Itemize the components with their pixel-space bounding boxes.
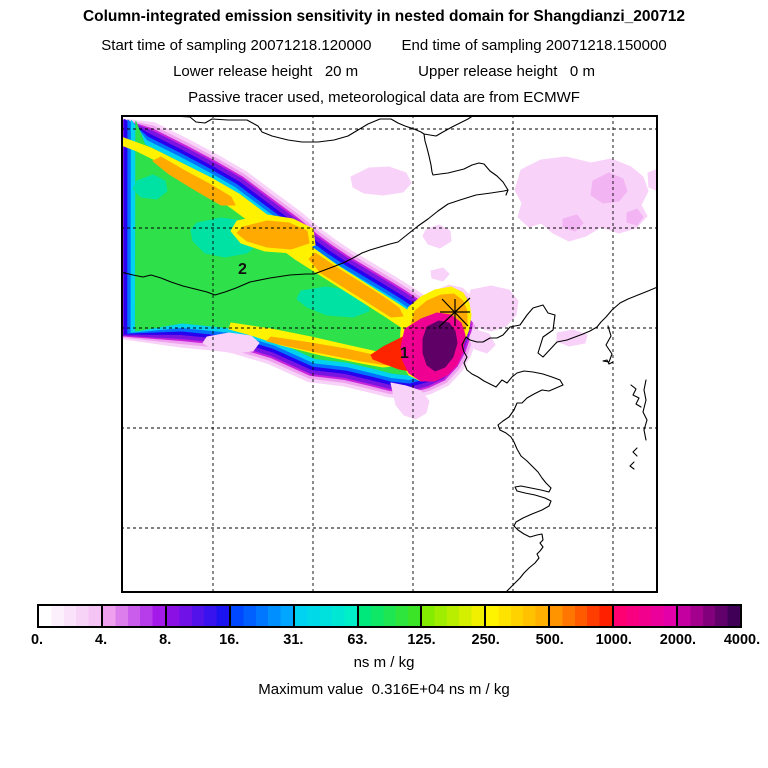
tracer-line: Passive tracer used, meteorological data… — [188, 89, 580, 106]
colorbar-tick-label: 4. — [95, 632, 108, 648]
upper-release-text: Upper release height 0 m — [418, 63, 595, 80]
coastline — [121, 189, 509, 296]
colorbar-segment — [100, 606, 165, 626]
colorbar-units-label: ns m / kg — [353, 654, 415, 671]
contour-label: 1 — [400, 345, 409, 362]
colorbar-tick-label: 4000. — [723, 632, 761, 648]
colorbar-tick-label: 250. — [471, 632, 500, 648]
colorbar-segment — [356, 606, 421, 626]
colorbar-tick-label: 2000. — [659, 632, 697, 648]
sampling-end-text: End time of sampling 20071218.150000 — [401, 37, 667, 54]
plume-patch-pale_pink — [202, 332, 260, 354]
plume-patch-orange — [308, 252, 404, 318]
plume-patch-pale_pink — [390, 382, 430, 420]
colorbar-ticks: 0. 4. 8. 16. 31. 63. 125. 250. 500. 1000. 2000. 400… — [31, 632, 760, 650]
coastline — [602, 325, 614, 365]
colorbar-tick-label: 500. — [535, 632, 564, 648]
colorbar-bar — [37, 604, 742, 628]
colorbar-segment — [676, 606, 740, 626]
colorbar-tick-label: 1000. — [595, 632, 632, 648]
coastline — [630, 384, 642, 408]
colorbar-tick-label: 63. — [347, 632, 368, 648]
plume-patch-pink_mid — [562, 214, 584, 232]
colorbar-tick-label: 16. — [219, 632, 240, 648]
plume-patch-pale_pink — [350, 166, 412, 196]
coastline — [632, 447, 638, 457]
sampling-start-text: Start time of sampling 20071218.120000 — [101, 37, 372, 54]
colorbar-tick-label: 125. — [407, 632, 436, 648]
release-point-marker — [438, 297, 471, 328]
colorbar-segment — [39, 606, 101, 626]
colorbar-segment — [292, 606, 357, 626]
plume-patch-pale_pink — [430, 267, 450, 282]
colorbar-segment — [164, 606, 229, 626]
plume-patch-dark_purple — [422, 320, 458, 372]
plume-patch-teal — [132, 174, 168, 200]
page-title: Column-integrated emission sensitivity i… — [82, 8, 686, 25]
coastline — [162, 115, 475, 143]
colorbar-tick-label: 0. — [30, 632, 44, 648]
max-value-label: Maximum value — [258, 681, 364, 698]
colorbar-segment — [484, 606, 549, 626]
contour-label: 2 — [238, 261, 247, 278]
plume-patch-pale_pink — [422, 224, 452, 249]
coastline — [423, 133, 509, 196]
plume-patch-pink_mid — [626, 208, 644, 226]
plume-patch-orange — [152, 156, 236, 206]
map-border — [121, 115, 658, 593]
plume-patch-pink_mid — [590, 172, 628, 204]
plume-patch-pale_pink — [647, 168, 658, 192]
spacer — [363, 681, 371, 698]
coastline — [629, 461, 635, 470]
coastline — [461, 286, 658, 593]
colorbar-tick-label: 31. — [283, 632, 304, 648]
sensitivity-map: 21 — [121, 115, 658, 593]
lower-release-text: Lower release height 20 m — [173, 63, 359, 80]
release-heights-line: Lower release height 20 m Upper release h… — [0, 63, 768, 80]
colorbar-segment — [228, 606, 293, 626]
colorbar-segment — [420, 606, 485, 626]
colorbar-tick-label: 8. — [159, 632, 172, 648]
max-value-number: 0.316E+04 — [371, 681, 445, 698]
colorbar-segment — [548, 606, 613, 626]
max-value-line: Maximum value 0.316E+04 ns m / kg — [0, 681, 768, 698]
sampling-times-line: Start time of sampling 20071218.120000 En… — [0, 37, 768, 54]
colorbar-segment — [612, 606, 677, 626]
max-value-units: ns m / kg — [448, 681, 510, 698]
coastline — [642, 379, 648, 441]
